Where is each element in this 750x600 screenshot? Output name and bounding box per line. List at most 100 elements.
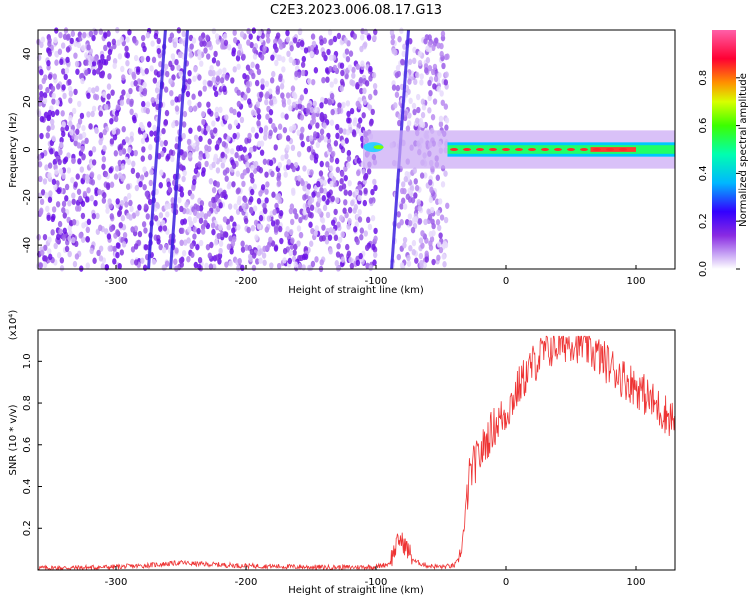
spectrogram-cell — [80, 236, 86, 243]
spectrogram-cell — [356, 157, 362, 164]
spectrogram-cell — [296, 225, 302, 232]
spectrogram-cell — [50, 123, 55, 131]
spectrogram-cell — [231, 181, 236, 188]
spectrogram-cell — [145, 31, 151, 39]
spectrogram-cell — [300, 126, 305, 134]
spectrogram-cell — [339, 85, 344, 92]
spectrogram-cell — [46, 214, 51, 221]
spectrogram-cell — [221, 140, 227, 148]
spectrogram-cell — [268, 99, 274, 106]
spectrogram-cell — [38, 175, 43, 183]
spectrogram-cell — [401, 181, 406, 188]
spectrogram-cell — [276, 180, 282, 187]
spectrogram-cell — [127, 28, 132, 36]
spectrogram-cell — [170, 53, 176, 60]
spectrogram-cell — [250, 126, 256, 133]
spectrogram-cell — [231, 162, 237, 170]
spectrogram-cell — [330, 195, 335, 203]
spectrogram-cell — [372, 82, 378, 90]
spectrogram-cell — [277, 197, 282, 205]
spectrogram-cell — [368, 120, 374, 127]
spectrogram-cell — [271, 70, 276, 78]
spectrogram-cell — [285, 135, 291, 142]
spectrogram-cell — [218, 106, 223, 114]
spectrogram-cell — [275, 219, 280, 226]
spectrogram-cell — [164, 203, 169, 211]
spectrogram-cell — [296, 175, 302, 182]
spectrogram-cell — [59, 58, 64, 66]
spectrogram-cell — [423, 218, 428, 226]
spectrogram-cell — [277, 123, 283, 130]
spectrogram-cell — [298, 216, 303, 224]
spectrogram-cell — [307, 211, 313, 218]
spectrogram-cell — [101, 197, 107, 204]
spectrogram-cell — [67, 78, 72, 86]
spectrogram-cell — [429, 186, 434, 194]
spectrogram-cell — [135, 210, 140, 217]
spectrogram-cell — [291, 59, 297, 66]
spectrogram-cell — [198, 153, 203, 161]
spectrogram-cell — [192, 216, 198, 224]
spectrogram-cell — [198, 35, 203, 42]
spectrogram-cell — [80, 145, 85, 153]
spectrogram-cell — [82, 31, 87, 39]
spectrogram-cell — [188, 52, 194, 59]
spectrogram-cell — [424, 250, 429, 257]
spectrogram-cell — [445, 53, 450, 60]
carrier-band-blob — [373, 145, 384, 150]
spectrogram-cell — [170, 64, 175, 71]
spectrogram-cell — [427, 34, 432, 41]
spectrogram-cell — [222, 85, 227, 93]
spectrogram-cell — [280, 154, 285, 161]
spectrogram-cell — [42, 178, 48, 185]
spectrogram-cell — [86, 44, 91, 51]
spectrogram-cell — [252, 145, 257, 152]
spectrogram-cell — [74, 134, 79, 142]
spectrogram-cell — [418, 252, 424, 260]
spectrogram-cell — [265, 181, 270, 188]
spectrogram-cell — [435, 174, 441, 181]
spectrogram-cell — [218, 224, 223, 231]
spectrogram-cell — [353, 226, 358, 233]
spectrogram-cell — [338, 214, 344, 222]
spectrogram-cell — [262, 259, 267, 266]
spectrogram-cell — [197, 53, 202, 61]
spectrogram-cell — [210, 222, 216, 229]
spectrogram-cell — [222, 33, 228, 40]
spectrogram-cell — [74, 253, 80, 260]
spectrogram-cell — [142, 184, 147, 191]
spectrogram-cell — [322, 122, 327, 129]
spectrogram-cell — [191, 37, 197, 44]
spectrogram-cell — [47, 73, 53, 80]
spectrogram-cell — [278, 210, 284, 217]
spectrogram-cell — [413, 78, 418, 86]
spectrogram-cell — [321, 234, 326, 242]
spectrogram-cell — [47, 248, 52, 255]
carrier-band-core — [476, 148, 484, 151]
spectrogram-cell — [115, 198, 120, 205]
spectrogram-cell — [402, 236, 408, 244]
spectrogram-cell — [213, 90, 219, 98]
spectrogram-cell — [103, 170, 109, 178]
spectrogram-cell — [269, 262, 274, 269]
spectrogram-cell — [410, 226, 416, 234]
spectrogram-cell — [240, 264, 245, 272]
spectrogram-cell — [80, 77, 85, 85]
spectrogram-cell — [258, 257, 263, 264]
spectrogram-cell — [98, 245, 104, 252]
spectrogram-cell — [266, 28, 271, 35]
spectrogram-cell — [312, 100, 317, 107]
spectrogram-cell — [39, 198, 45, 206]
spectrogram-cell — [215, 70, 221, 77]
spectrogram-cell — [319, 114, 324, 121]
spectrogram-cell — [329, 92, 335, 100]
spectrogram-cell — [235, 170, 241, 177]
spectrogram-cell — [423, 172, 428, 179]
spectrogram-cell — [287, 257, 293, 265]
spectrogram-cell — [46, 125, 51, 132]
spectrogram-cell — [310, 33, 316, 40]
spectrogram-cell — [299, 114, 305, 121]
spectrogram-cell — [243, 217, 249, 225]
spectrogram-cell — [193, 134, 199, 141]
spectrogram-cell — [443, 103, 449, 110]
